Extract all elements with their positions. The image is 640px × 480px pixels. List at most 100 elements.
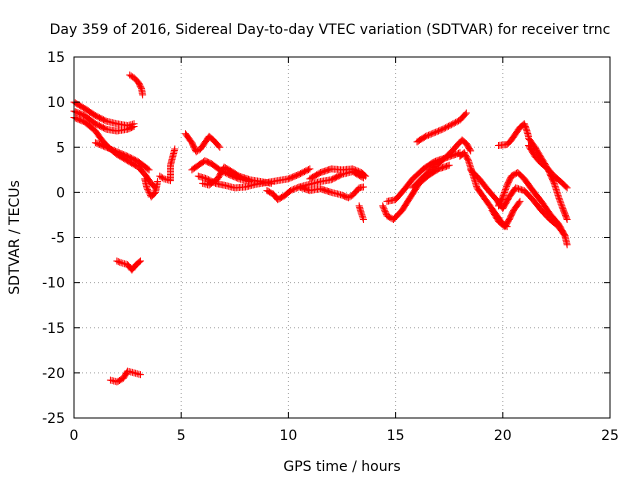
axis-ticks (73, 56, 611, 419)
data-point-trail (515, 170, 527, 182)
x-tick-label: 20 (494, 428, 512, 444)
data-point-trail (358, 169, 368, 179)
data-point-trail (521, 188, 536, 202)
data-point-trail (530, 188, 544, 204)
data-point-trail (132, 369, 143, 378)
data-point-trail (71, 108, 87, 119)
data-point-trail (133, 258, 143, 268)
data-point-trail (148, 181, 158, 191)
data-point-trail (213, 180, 227, 189)
data-point-trail (495, 194, 506, 209)
data-point-trail (436, 162, 452, 172)
data-point-trail (510, 199, 523, 213)
data-point-trail (499, 183, 511, 199)
data-point-trail (555, 221, 568, 238)
data-point-trail (135, 80, 145, 91)
data-point-trail (379, 203, 390, 218)
data-point-trail (356, 203, 365, 216)
data-point-trail (544, 166, 558, 186)
data-point-trail (196, 173, 209, 182)
data-point-trail (457, 110, 469, 123)
data-points (70, 71, 571, 386)
data-point-trail (142, 172, 154, 186)
data-point-trail (440, 121, 454, 132)
data-point-trail (350, 166, 364, 176)
data-point-trail (463, 141, 474, 154)
data-point-trail (162, 175, 173, 184)
data-series-arc-13 (194, 165, 314, 192)
data-point-trail (243, 181, 259, 191)
data-point-trail (530, 197, 544, 213)
data-point-trail (202, 157, 214, 167)
data-series-arc-7 (156, 145, 179, 185)
data-point-trail (427, 166, 441, 178)
data-point-trail (489, 208, 502, 224)
data-point-trail (148, 190, 158, 200)
data-point (447, 121, 455, 129)
data-point-trail (92, 128, 105, 143)
y-tick-label: 0 (56, 185, 65, 201)
data-point-trail (461, 150, 472, 163)
y-tick-label: 15 (47, 50, 65, 66)
data-point-trail (131, 75, 141, 85)
data-point-trail (82, 105, 98, 119)
data-point-trail (391, 208, 405, 222)
data-point-trail (346, 192, 355, 201)
y-tick-label: 5 (56, 140, 65, 156)
y-tick-label: -25 (42, 411, 65, 427)
data-point-trail (318, 176, 334, 185)
data-point-trail (418, 168, 433, 182)
data-point (430, 129, 438, 137)
data-series-arc-8 (113, 257, 144, 274)
data-point-trail (82, 113, 98, 127)
data-point-trail (152, 179, 161, 195)
x-tick-label: 25 (601, 428, 619, 444)
data-point-trail (476, 176, 491, 192)
data-point-trail (119, 259, 130, 268)
data-point-trail (286, 171, 302, 182)
data-point-trail (108, 377, 119, 385)
data-point-trail (228, 168, 242, 179)
data-series-arc-12 (199, 163, 275, 189)
data-series-arc-11 (188, 157, 254, 186)
y-tick-label: -15 (42, 321, 65, 337)
data-point (359, 215, 367, 223)
x-tick-label: 10 (279, 428, 297, 444)
data-point-trail (414, 133, 428, 145)
y-tick-label: -5 (51, 231, 65, 247)
data-series-arc-16 (306, 165, 370, 183)
data-point-trail (93, 139, 109, 151)
data-point-trail (525, 143, 538, 159)
data-series-arc-10 (181, 130, 224, 156)
data-series-arc-28 (525, 134, 571, 223)
data-point-trail (197, 140, 208, 152)
data-point-trail (513, 125, 523, 136)
data-point-trail (182, 131, 195, 145)
data-point-trail (350, 185, 362, 198)
data-series-arc-21 (413, 109, 470, 146)
data-point-trail (558, 179, 570, 191)
data-point (145, 188, 153, 196)
data-point-trail (221, 164, 233, 174)
data-point-trail (114, 126, 130, 135)
grid (74, 57, 610, 418)
data-point-trail (71, 99, 87, 112)
data-point (156, 172, 164, 180)
data-point-trail (538, 155, 551, 172)
y-axis-title: SDTVAR / TECUs (7, 180, 23, 295)
data-point-trail (455, 137, 465, 147)
data-point-trail (551, 173, 564, 185)
data-point-trail (459, 137, 469, 147)
data-point-trail (357, 183, 366, 192)
data-point-trail (423, 129, 437, 140)
data-point-trail (468, 167, 482, 182)
y-tick-label: -20 (42, 366, 65, 382)
data-point-trail (506, 185, 519, 200)
data-point-trail (393, 187, 407, 202)
x-tick-label: 5 (177, 428, 186, 444)
data-point-trail (532, 145, 545, 161)
data-point-trail (385, 196, 398, 205)
data-point-trail (236, 173, 252, 183)
